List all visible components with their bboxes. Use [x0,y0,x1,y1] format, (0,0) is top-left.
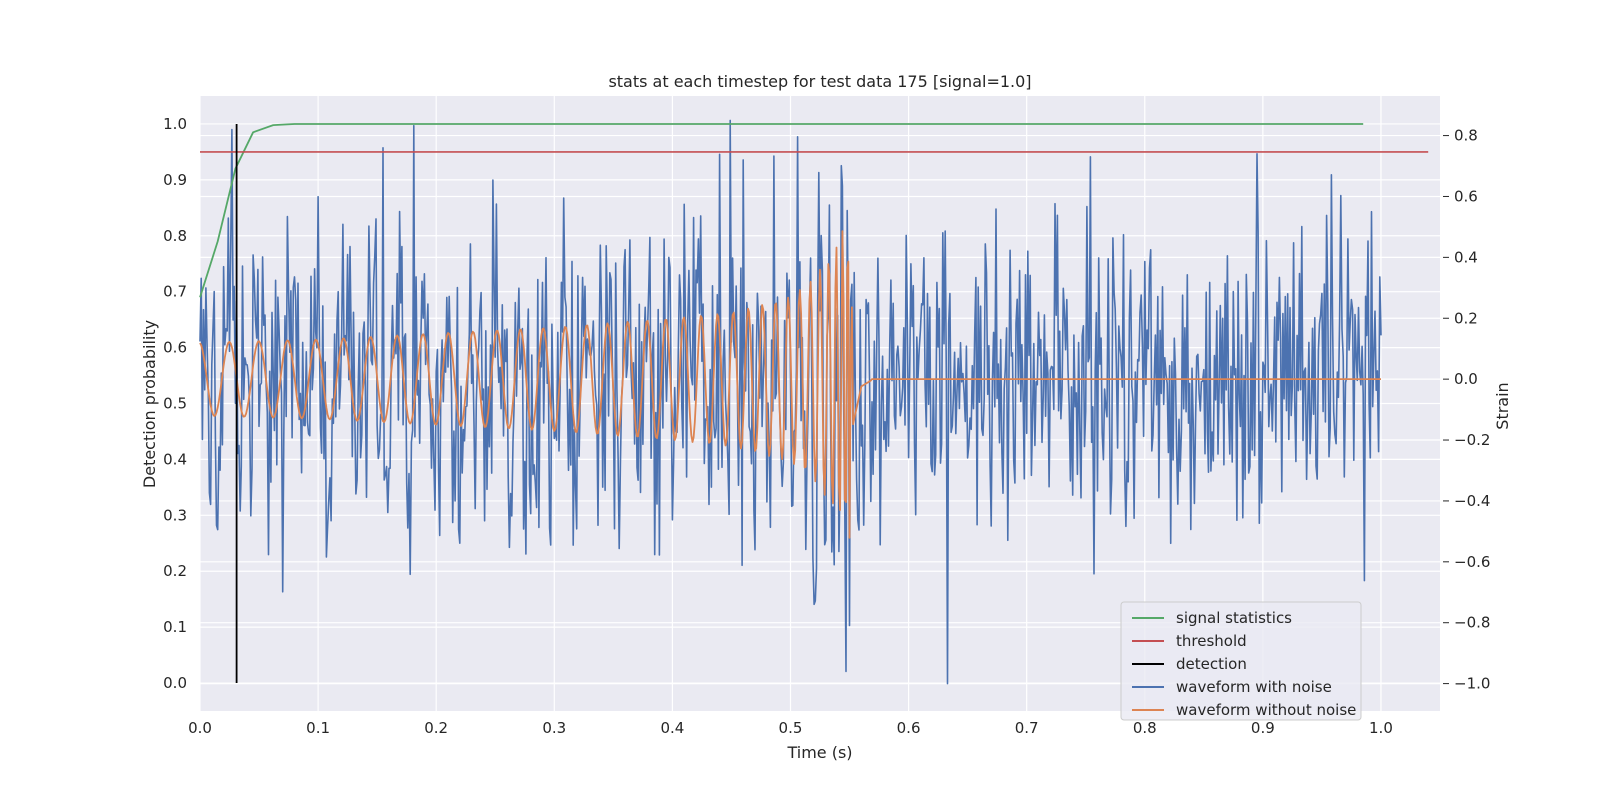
y-tick-label: 1.0 [163,115,187,133]
y-tick-label: 0.5 [163,395,187,413]
x-tick-label: 0.0 [188,719,212,737]
y2-tick-label: −1.0 [1454,675,1490,693]
y-tick-label: 0.1 [163,618,187,636]
x-axis-label: Time (s) [786,743,852,762]
x-tick-label: 0.3 [542,719,566,737]
x-tick-label: 0.5 [779,719,803,737]
chart-title: stats at each timestep for test data 175… [608,72,1031,91]
legend: signal statistics threshold detection wavef… [1120,601,1362,721]
x-tick-label: 0.2 [424,719,448,737]
y2-axis-label: Strain [1493,382,1512,429]
y-tick-label: 0.2 [163,562,187,580]
legend-box [1120,601,1362,721]
y2-tick-label: −0.2 [1454,431,1490,449]
y2-tick-label: 0.8 [1454,127,1478,145]
series-signal-statistics [199,123,1364,298]
y-tick-label: 0.9 [163,171,187,189]
y-axis-ticks: 0.0 0.1 0.2 0.3 0.4 0.5 0.6 0.7 0.8 0.9 1.0 [163,115,187,692]
y-tick-label: 0.7 [163,283,187,301]
x-tick-label: 0.1 [306,719,330,737]
series-layer [199,119,1429,685]
series-waveform-without-noise [199,230,1381,539]
y-tick-label: 0.6 [163,339,187,357]
x-tick-label: 0.7 [1015,719,1039,737]
x-tick-label: 0.6 [897,719,921,737]
legend-label: signal statistics [1176,609,1292,627]
legend-label: waveform without noise [1176,701,1356,719]
y-tick-label: 0.0 [163,674,187,692]
y2-tick-label: 0.2 [1454,309,1478,327]
y2-tick-label: 0.4 [1454,248,1478,266]
y-tick-label: 0.8 [163,227,187,245]
y2-tick-label: 0.6 [1454,187,1478,205]
legend-label: detection [1176,655,1247,673]
x-tick-label: 0.9 [1251,719,1275,737]
x-tick-label: 0.4 [660,719,684,737]
y-axis-label: Detection probability [140,320,159,488]
y2-tick-label: −0.8 [1454,614,1490,632]
y2-tick-label: 0.0 [1454,370,1478,388]
x-tick-label: 0.8 [1133,719,1157,737]
x-axis-ticks: 0.0 0.1 0.2 0.3 0.4 0.5 0.6 0.7 0.8 0.9 1.0 [188,719,1393,737]
y2-tick-label: −0.6 [1454,553,1490,571]
y2-axis-ticks: −1.0 −0.8 −0.6 −0.4 −0.2 0.0 0.2 0.4 0.6 0.8 [1443,127,1490,693]
y-tick-label: 0.3 [163,506,187,524]
y2-tick-label: −0.4 [1454,492,1490,510]
legend-label: threshold [1176,632,1247,650]
y-tick-label: 0.4 [163,450,187,468]
x-tick-label: 1.0 [1369,719,1393,737]
legend-label: waveform with noise [1176,678,1332,696]
